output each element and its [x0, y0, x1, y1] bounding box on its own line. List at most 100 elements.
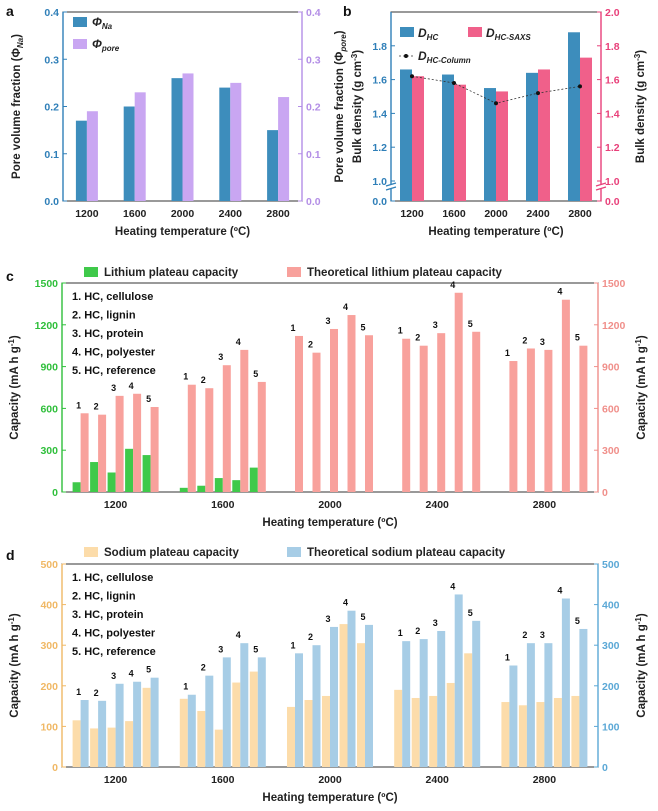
- bar-b-hc: [400, 69, 412, 202]
- sample-number-c: 1: [398, 326, 403, 336]
- bar-d-plateau: [304, 700, 313, 767]
- bar-d-plateau: [536, 702, 545, 767]
- tick-label-right-c: 1500: [602, 278, 626, 290]
- sample-number-d: 2: [201, 663, 206, 673]
- bar-d-theoretical: [437, 630, 446, 767]
- x-tick-label-c: 1200: [104, 499, 128, 511]
- bar-c-plateau: [249, 467, 258, 492]
- bar-c-theoretical: [133, 393, 142, 492]
- bar-c-theoretical: [509, 361, 518, 492]
- y-axis-label-left-c: Capacity (mA h g-1): [7, 335, 21, 440]
- y-axis-label-right-d-text: Capacity (mA h g-1): [634, 613, 648, 718]
- tick-label-left-a: 0.4: [44, 7, 59, 19]
- panel-label-d: d: [6, 547, 15, 563]
- sample-number-d: 3: [218, 644, 223, 654]
- point-b-hc-column: [494, 101, 498, 106]
- tick-label-right-c: 0: [602, 487, 608, 499]
- y-axis-label-left-b-text: Bulk density (g cm-3): [350, 50, 364, 163]
- bar-a-na: [219, 87, 231, 201]
- tick-label-left-a: 0.2: [44, 102, 59, 114]
- sample-number-c: 5: [146, 394, 151, 404]
- bar-c-theoretical: [437, 333, 446, 492]
- x-tick-label-b: 1600: [442, 208, 466, 220]
- x-tick-label-d: 2000: [318, 774, 342, 786]
- tick-label-right-b: 1.0: [605, 176, 620, 188]
- bar-b-hc-saxs: [580, 57, 592, 201]
- sample-number-c: 3: [325, 316, 330, 326]
- bar-c-theoretical: [330, 328, 338, 492]
- sample-number-d: 1: [76, 687, 81, 697]
- sample-number-c: 5: [360, 322, 365, 332]
- bar-d-plateau: [72, 720, 81, 767]
- sample-list-item-c: 5. HC, reference: [72, 365, 156, 377]
- sample-number-c: 4: [236, 337, 241, 347]
- legend-swatch-b: [400, 27, 414, 37]
- y-axis-label-left-d: Capacity (mA h g-1): [7, 613, 21, 718]
- sample-number-d: 1: [183, 682, 188, 692]
- tick-label-left-d: 200: [40, 681, 58, 693]
- x-tick-label-a: 2000: [171, 208, 195, 220]
- bar-d-plateau: [518, 705, 527, 767]
- bar-d-theoretical: [115, 683, 124, 767]
- sample-number-c: 2: [522, 335, 527, 345]
- x-tick-label-d: 2800: [533, 774, 557, 786]
- bar-c-plateau: [232, 480, 241, 492]
- sample-number-d: 3: [540, 630, 545, 640]
- y-axis-label-right-a: Pore volume fraction (Φpore): [334, 30, 348, 182]
- x-tick-label-b: 2800: [568, 208, 592, 220]
- bar-c-theoretical: [205, 388, 214, 492]
- tick-label-left-d: 300: [40, 640, 58, 652]
- sample-number-c: 4: [129, 381, 134, 391]
- sample-number-d: 5: [575, 616, 580, 626]
- x-tick-label-b: 1200: [400, 208, 424, 220]
- sample-number-d: 4: [557, 586, 562, 596]
- tick-label-right-d: 0: [602, 762, 608, 774]
- tick-label-right-d: 400: [602, 600, 620, 612]
- sample-number-c: 5: [468, 319, 473, 329]
- x-tick-label-a: 2800: [266, 208, 290, 220]
- bar-d-plateau: [339, 624, 348, 767]
- sample-number-d: 5: [253, 644, 258, 654]
- bar-c-plateau: [179, 487, 188, 492]
- bar-d-plateau: [107, 727, 116, 767]
- legend-swatch-c: [287, 267, 301, 277]
- bar-d-plateau: [142, 687, 151, 767]
- point-b-hc-column: [536, 91, 540, 96]
- bar-d-theoretical: [80, 700, 89, 767]
- point-b-hc-column: [578, 84, 582, 89]
- x-tick-label-c: 2400: [426, 499, 450, 511]
- panel-label-b: b: [343, 3, 352, 19]
- axis-break-mark: [385, 182, 397, 187]
- bar-d-plateau: [232, 682, 241, 767]
- tick-label-left-b: 1.8: [372, 41, 387, 53]
- bar-d-theoretical: [454, 594, 463, 767]
- x-axis-label-b: Heating temperature (ºC): [428, 226, 563, 238]
- bar-a-pore: [230, 82, 242, 201]
- bar-d-plateau: [571, 695, 580, 767]
- sample-number-d: 5: [360, 612, 365, 622]
- bar-d-plateau: [357, 643, 365, 767]
- bar-a-pore: [278, 97, 290, 201]
- legend-marker-b: [404, 54, 408, 58]
- sample-number-c: 1: [505, 348, 510, 358]
- sample-number-c: 3: [111, 383, 116, 393]
- bar-a-na: [171, 78, 183, 201]
- sample-number-d: 2: [415, 626, 420, 636]
- tick-label-right-c: 300: [602, 445, 620, 457]
- bar-d-theoretical: [579, 628, 588, 767]
- sample-number-c: 4: [450, 280, 455, 290]
- bar-c-theoretical: [257, 381, 266, 492]
- sample-list-item-c: 4. HC, polyester: [72, 347, 156, 359]
- bar-d-theoretical: [240, 643, 249, 767]
- bar-c-theoretical: [187, 384, 196, 492]
- bar-c-theoretical: [419, 345, 428, 492]
- point-b-hc-column: [410, 74, 414, 79]
- sample-number-c: 1: [76, 400, 81, 410]
- axis-break-mark: [595, 182, 607, 187]
- tick-label-right-a: 0.3: [306, 54, 321, 66]
- bar-c-theoretical: [115, 395, 124, 492]
- bar-c-theoretical: [402, 338, 411, 492]
- sample-list-item-d: 2. HC, lignin: [72, 591, 136, 603]
- sample-number-d: 2: [94, 688, 99, 698]
